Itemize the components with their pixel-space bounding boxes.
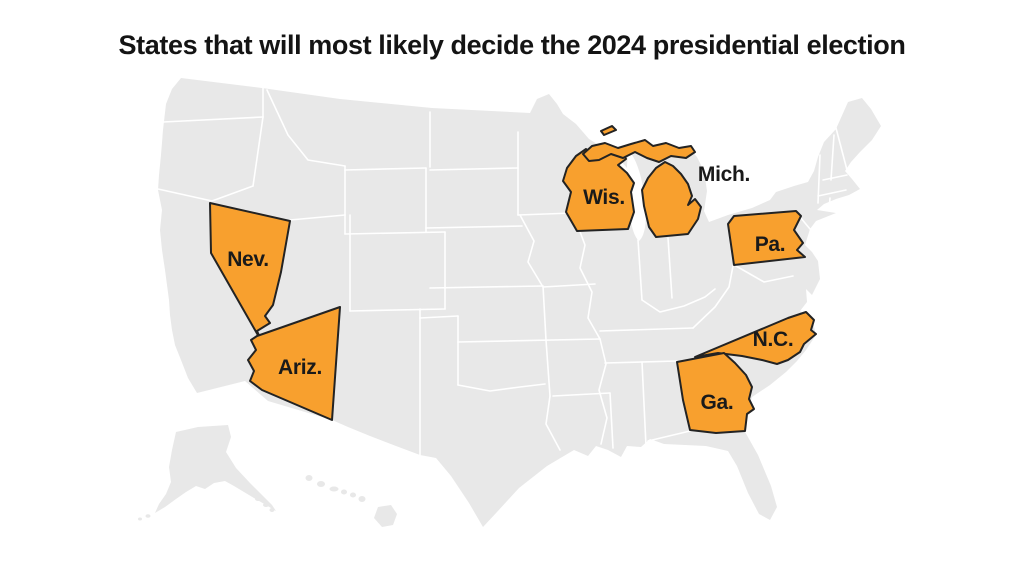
hawaii-islands — [305, 475, 397, 527]
label-arizona: Ariz. — [278, 356, 322, 379]
state-pennsylvania — [727, 210, 806, 266]
label-georgia: Ga. — [701, 391, 734, 414]
state-borders — [157, 87, 848, 456]
state-georgia — [676, 352, 755, 434]
isle-royale — [600, 125, 617, 136]
alaska-shape — [155, 425, 276, 513]
state-arizona — [247, 306, 341, 421]
state-michigan-lower-peninsula — [641, 161, 702, 238]
state-michigan-upper-peninsula — [582, 139, 696, 163]
label-michigan: Mich. — [698, 163, 750, 186]
label-pennsylvania: Pa. — [755, 233, 786, 256]
state-nevada — [209, 202, 291, 345]
state-north-carolina — [694, 311, 817, 365]
label-north-carolina: N.C. — [753, 328, 794, 351]
aleutian-islands — [138, 497, 275, 521]
label-nevada: Nev. — [227, 248, 269, 271]
label-wisconsin: Wis. — [583, 186, 625, 209]
page-title: States that will most likely decide the … — [118, 30, 906, 60]
